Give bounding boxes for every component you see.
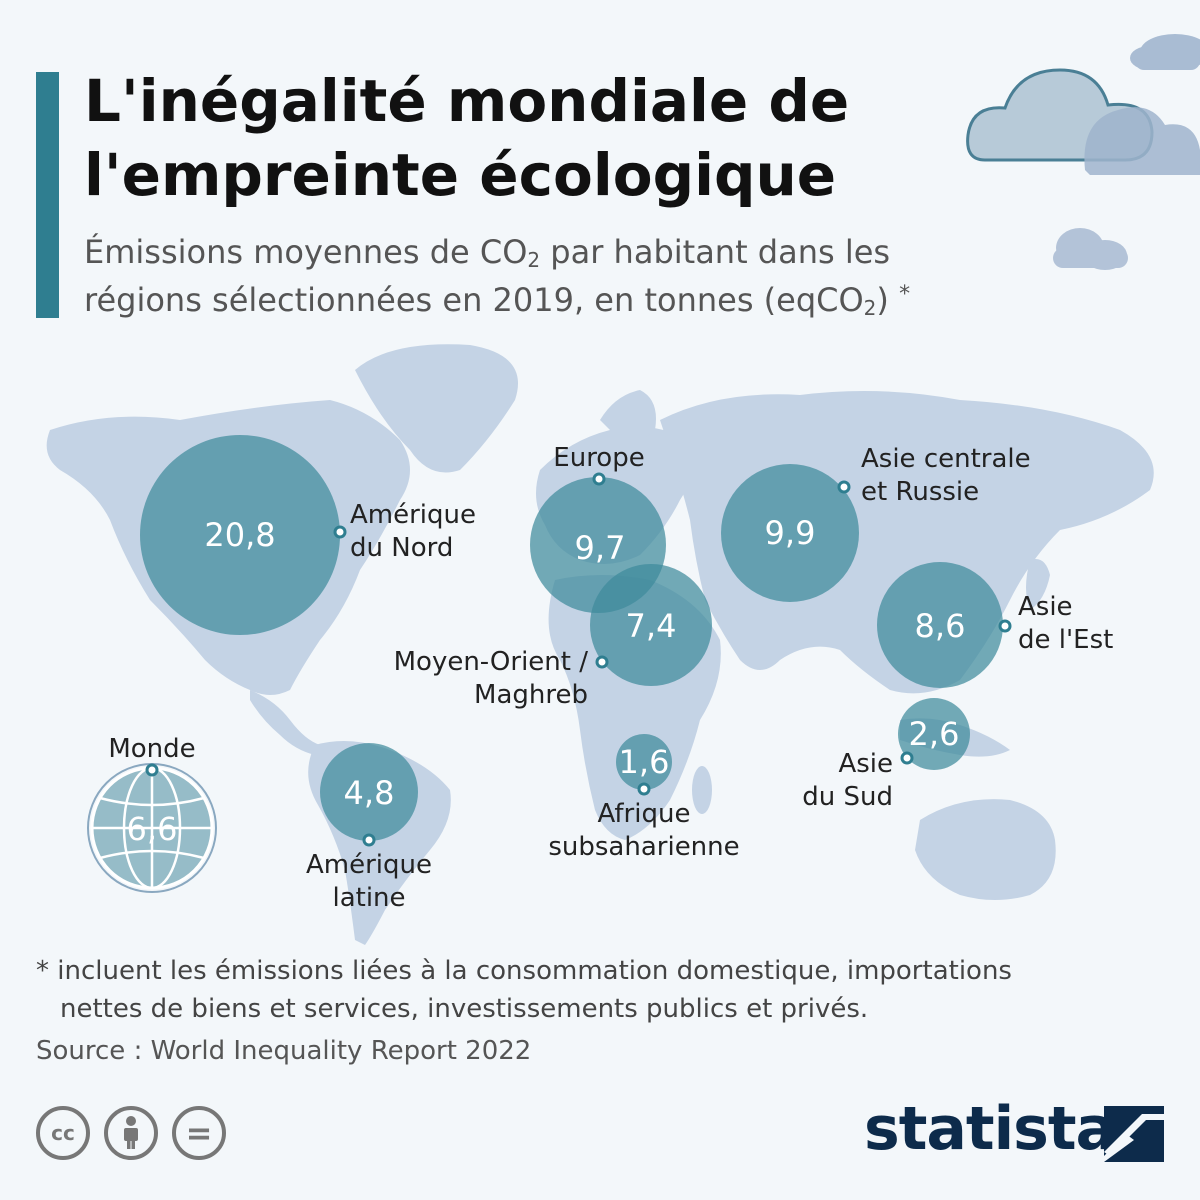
title-line-1: L'inégalité mondiale de [84, 67, 850, 135]
label-afrique-subsaharienne-2: subsaharienne [548, 832, 739, 862]
value-asie-du-sud: 2,6 [909, 715, 960, 753]
label-asie-du-sud-2: du Sud [802, 782, 893, 812]
bubble-amerique-latine [320, 743, 418, 841]
value-asie-centrale-russie: 9,9 [765, 514, 816, 552]
label-amerique-du-nord-2: du Nord [350, 533, 453, 563]
location-markers [145, 472, 1012, 847]
footnote-line-2: nettes de biens et services, investissem… [60, 994, 869, 1024]
marker-icon [592, 472, 606, 486]
accent-bar [36, 72, 59, 318]
license-icons: cc = [36, 1106, 226, 1160]
subtitle-text: par habitant dans les [540, 233, 891, 271]
subscript: 2 [527, 248, 541, 272]
no-derivatives-icon[interactable]: = [172, 1106, 226, 1160]
value-moyen-orient-maghreb: 7,4 [626, 607, 677, 645]
subtitle-text: Émissions moyennes de CO [84, 233, 528, 271]
attribution-icon[interactable] [104, 1106, 158, 1160]
label-amerique-du-nord-1: Amérique [350, 500, 476, 530]
page-title: L'inégalité mondiale de l'empreinte écol… [84, 64, 944, 212]
statista-logo[interactable]: statista [864, 1094, 1116, 1164]
label-asie-du-sud-1: Asie [838, 749, 893, 779]
label-amerique-latine-2: latine [332, 883, 405, 913]
label-asie-centrale-russie-2: et Russie [861, 477, 979, 507]
footnote-marker: * [899, 282, 911, 307]
label-europe: Europe [553, 443, 644, 473]
marker-icon [145, 763, 159, 777]
footnote-line-1: * incluent les émissions liées à la cons… [36, 956, 1012, 986]
title-line-2: l'empreinte écologique [84, 141, 837, 209]
cloud-icon [1130, 34, 1200, 70]
marker-icon [900, 751, 914, 765]
marker-icon [637, 782, 651, 796]
cloud-icon [1053, 228, 1128, 270]
value-amerique-du-nord: 20,8 [204, 516, 275, 554]
cloud-icon [966, 68, 1200, 175]
bubble-asie-de-l-est [877, 562, 1003, 688]
label-afrique-subsaharienne-1: Afrique [598, 799, 691, 829]
source-text: Source : World Inequality Report 2022 [36, 1036, 532, 1066]
bubble-moyen-orient-maghreb [590, 564, 712, 686]
footnote: * incluent les émissions liées à la cons… [36, 952, 1136, 1028]
label-monde: Monde [108, 734, 195, 764]
subtitle-text: ) [876, 281, 889, 319]
value-asie-de-l-est: 8,6 [915, 607, 966, 645]
region-bubbles [140, 435, 1003, 841]
label-asie-de-l-est-2: de l'Est [1018, 625, 1113, 655]
value-europe: 9,7 [575, 529, 626, 567]
cc-icon[interactable]: cc [36, 1106, 90, 1160]
subscript: 2 [863, 296, 877, 320]
page-subtitle: Émissions moyennes de CO2 par habitant d… [84, 228, 1044, 324]
subtitle-text: régions sélectionnées en 2019, en tonnes… [84, 281, 864, 319]
label-asie-centrale-russie-1: Asie centrale [861, 444, 1031, 474]
subtitle-line-2: régions sélectionnées en 2019, en tonnes… [84, 276, 1044, 324]
value-afrique-subsaharienne: 1,6 [619, 743, 670, 781]
subtitle-line-1: Émissions moyennes de CO2 par habitant d… [84, 228, 1044, 276]
value-monde: 6,6 [127, 810, 178, 848]
value-amerique-latine: 4,8 [344, 774, 395, 812]
bubble-asie-du-sud [898, 698, 970, 770]
marker-icon [333, 525, 347, 539]
label-amerique-latine-1: Amérique [306, 850, 432, 880]
label-moyen-orient-maghreb-2: Maghreb [474, 680, 588, 710]
person-icon [124, 1116, 138, 1149]
bubble-amerique-du-nord [140, 435, 340, 635]
statista-mark-icon [1104, 1106, 1164, 1162]
bubble-asie-centrale-russie [721, 464, 859, 602]
label-moyen-orient-maghreb-1: Moyen-Orient / [394, 647, 589, 677]
marker-icon [362, 833, 376, 847]
bubble-afrique-subsaharienne [616, 734, 672, 790]
marker-icon [837, 480, 851, 494]
label-asie-de-l-est-1: Asie [1018, 592, 1073, 622]
marker-icon [998, 619, 1012, 633]
marker-icon [595, 655, 609, 669]
